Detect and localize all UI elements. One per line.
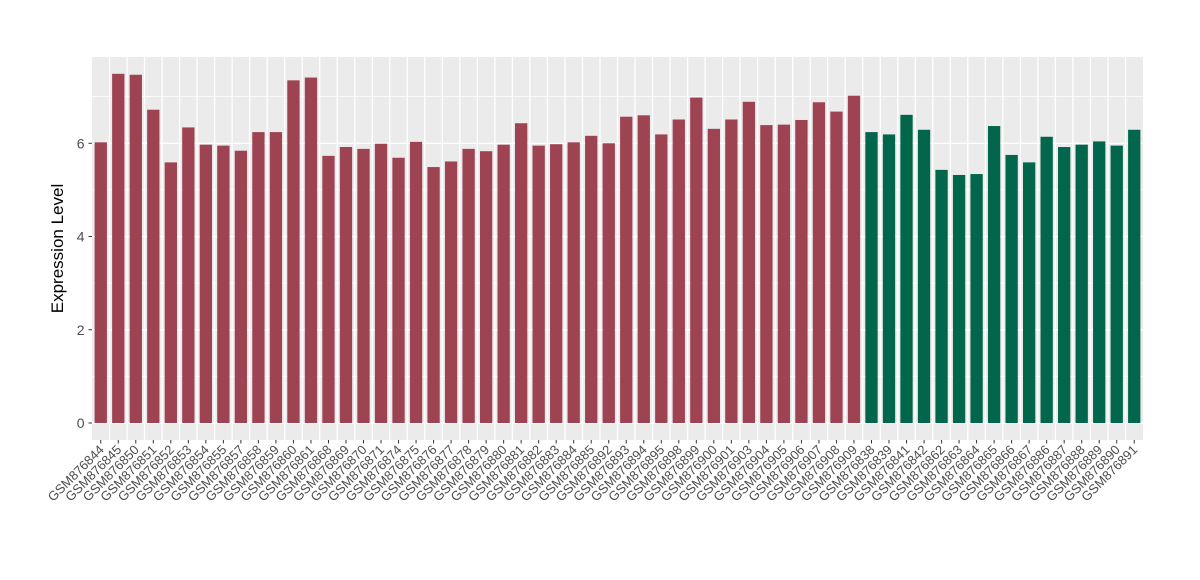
y-tick-label-4: 4 xyxy=(77,229,85,245)
bar-GSM876860 xyxy=(287,80,300,423)
bar-GSM876894 xyxy=(637,115,650,424)
bar-GSM876839 xyxy=(882,134,896,424)
bar-GSM876863 xyxy=(952,174,966,423)
bar-GSM876898 xyxy=(672,119,685,424)
bar-GSM876882 xyxy=(532,145,545,423)
bar-GSM876869 xyxy=(339,147,353,424)
bar-GSM876895 xyxy=(655,134,668,424)
y-axis-title: Expression Level xyxy=(48,184,67,313)
y-tick-label-0: 0 xyxy=(77,415,85,431)
bar-GSM876865 xyxy=(987,126,1001,423)
bar-GSM876857 xyxy=(234,150,248,423)
bar-GSM876879 xyxy=(479,151,493,424)
bar-GSM876874 xyxy=(392,157,405,424)
bar-GSM876888 xyxy=(1075,144,1088,424)
bar-GSM876887 xyxy=(1058,147,1071,424)
bar-GSM876876 xyxy=(427,167,440,423)
bar-GSM876852 xyxy=(164,162,177,423)
bar-GSM876844 xyxy=(94,142,107,423)
bar-GSM876870 xyxy=(357,148,370,424)
bar-GSM876859 xyxy=(269,132,283,424)
bar-GSM876854 xyxy=(199,144,213,424)
bar-GSM876886 xyxy=(1040,136,1053,423)
bar-GSM876909 xyxy=(847,95,861,423)
bar-GSM876899 xyxy=(690,97,703,423)
bar-GSM876858 xyxy=(252,132,265,424)
bar-GSM876855 xyxy=(217,145,230,423)
bar-GSM876861 xyxy=(304,77,318,423)
bar-GSM876890 xyxy=(1110,145,1123,423)
bar-GSM876884 xyxy=(567,142,580,423)
bar-GSM876862 xyxy=(935,169,948,423)
bar-GSM876891 xyxy=(1128,129,1141,423)
bar-GSM876903 xyxy=(742,101,756,423)
bar-GSM876845 xyxy=(112,73,125,424)
bar-GSM876889 xyxy=(1093,141,1106,423)
bar-GSM876866 xyxy=(1005,154,1018,423)
bar-GSM876893 xyxy=(620,116,633,423)
bar-GSM876885 xyxy=(585,135,598,423)
bar-GSM876850 xyxy=(129,74,142,423)
bar-GSM876881 xyxy=(515,123,528,423)
bar-GSM876864 xyxy=(970,174,983,423)
bar-GSM876868 xyxy=(322,155,335,423)
bar-GSM876878 xyxy=(462,148,475,424)
bar-GSM876905 xyxy=(777,124,791,423)
bar-GSM876908 xyxy=(830,111,843,423)
y-tick-label-6: 6 xyxy=(77,135,85,151)
bar-GSM876904 xyxy=(760,125,773,423)
bar-GSM876901 xyxy=(725,119,738,424)
bar-GSM876867 xyxy=(1022,162,1036,423)
bar-GSM876892 xyxy=(602,143,615,423)
bar-GSM876842 xyxy=(917,129,931,423)
bar-GSM876907 xyxy=(812,102,826,424)
bar-GSM876883 xyxy=(550,144,563,423)
bar-GSM876877 xyxy=(444,161,458,424)
bar-GSM876838 xyxy=(865,132,878,424)
bar-GSM876871 xyxy=(374,143,388,423)
bar-GSM876875 xyxy=(409,141,423,423)
bar-GSM876906 xyxy=(795,119,808,423)
bar-GSM876900 xyxy=(707,128,720,423)
y-tick-label-2: 2 xyxy=(77,322,85,338)
bar-GSM876853 xyxy=(182,127,195,423)
bar-GSM876841 xyxy=(900,114,913,423)
bar-GSM876851 xyxy=(147,109,160,424)
bar-GSM876880 xyxy=(497,144,510,424)
